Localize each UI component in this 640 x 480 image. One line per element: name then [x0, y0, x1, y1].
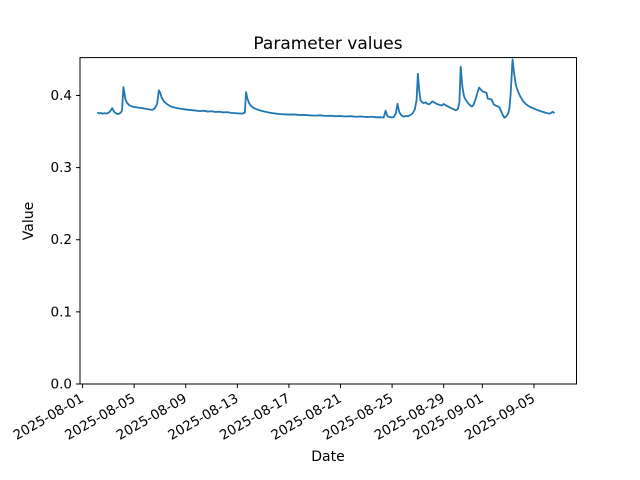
series-line — [97, 58, 555, 119]
series-group — [97, 58, 555, 119]
y-axis-ticks: 0.0 0.1 0.2 0.3 0.4 — [51, 88, 80, 393]
x-axis-label: Date — [311, 449, 344, 465]
chart-title: Parameter values — [253, 34, 402, 54]
y-tick-label: 0.2 — [51, 232, 72, 248]
plot-area — [79, 57, 577, 385]
y-tick-label: 0.3 — [51, 160, 72, 176]
y-tick-label: 0.4 — [51, 88, 72, 104]
x-axis-ticks: 2025-08-012025-08-052025-08-092025-08-13… — [11, 384, 538, 444]
y-tick-label: 0.1 — [51, 304, 72, 320]
y-axis-label: Value — [21, 202, 37, 240]
y-tick-label: 0.0 — [51, 377, 72, 393]
